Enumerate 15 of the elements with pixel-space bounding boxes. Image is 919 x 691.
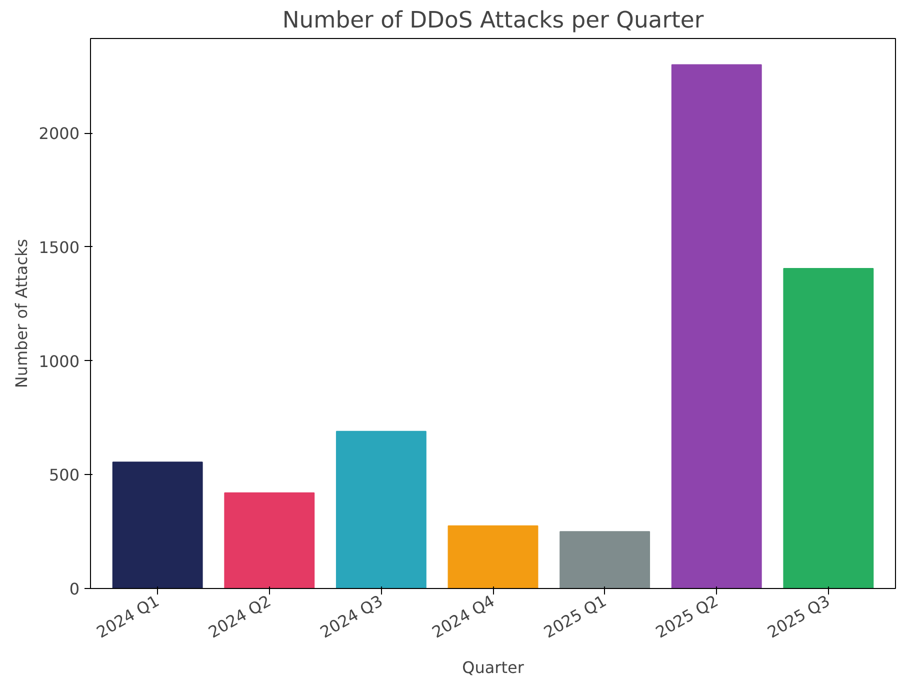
y-axis-title: Number of Attacks <box>12 238 31 388</box>
bar <box>112 462 203 588</box>
y-tick-label: 0 <box>69 580 80 598</box>
bar <box>448 525 538 588</box>
bar <box>671 64 762 588</box>
chart-title: Number of DDoS Attacks per Quarter <box>282 8 704 34</box>
y-tick-label: 1500 <box>38 238 80 257</box>
bar <box>783 268 874 588</box>
x-axis-title: Quarter <box>462 658 524 678</box>
y-tick-label: 2000 <box>38 124 80 144</box>
bar <box>336 430 426 588</box>
bar <box>560 531 650 588</box>
bar <box>224 492 315 588</box>
y-tick-label: 500 <box>48 466 80 485</box>
y-tick-label: 1000 <box>38 352 80 371</box>
